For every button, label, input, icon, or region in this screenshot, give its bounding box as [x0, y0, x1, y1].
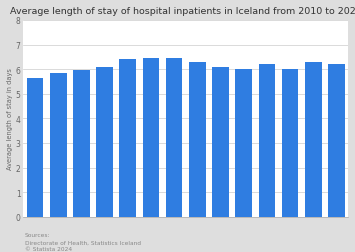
Bar	[119, 60, 136, 217]
Y-axis label: Average length of stay in days: Average length of stay in days	[7, 68, 13, 170]
Bar	[212, 67, 229, 217]
Bar	[96, 67, 113, 217]
Bar	[166, 59, 182, 217]
Bar	[73, 71, 90, 217]
Bar	[258, 65, 275, 217]
Bar	[189, 62, 206, 217]
Bar	[143, 59, 159, 217]
Bar	[27, 78, 43, 217]
Bar	[50, 74, 66, 217]
Bar	[328, 65, 345, 217]
Text: Sources:
Directorate of Health, Statistics Iceland
© Statista 2024: Sources: Directorate of Health, Statisti…	[25, 233, 141, 251]
Bar	[235, 70, 252, 217]
Bar	[305, 62, 322, 217]
Bar	[282, 70, 299, 217]
Title: Average length of stay of hospital inpatients in Iceland from 2010 to 2023: Average length of stay of hospital inpat…	[10, 7, 355, 16]
